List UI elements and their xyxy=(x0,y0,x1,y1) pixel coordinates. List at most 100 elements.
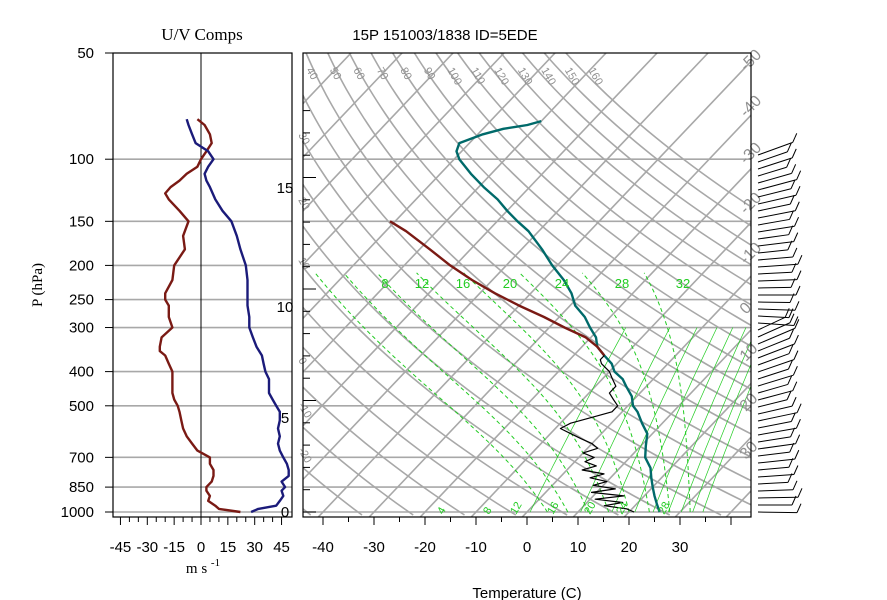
wind-barb-shaft xyxy=(757,436,791,443)
dry-adiabat-line xyxy=(348,53,751,413)
moist-adiabat-label: 28 xyxy=(656,500,673,517)
wind-barb-shaft xyxy=(757,279,797,282)
wind-barb-flag xyxy=(794,217,800,227)
mixing-ratio-line xyxy=(692,363,751,513)
moist-adiabat-line xyxy=(314,272,548,513)
theta-label: 130 xyxy=(515,66,535,88)
isotherm-line xyxy=(303,53,403,159)
theta-label: 60 xyxy=(350,66,367,83)
height-label: 5 xyxy=(281,410,289,427)
wind-barb-flag xyxy=(789,293,795,303)
wind-barb-flag xyxy=(793,316,799,326)
temperature-x-tick-label: 30 xyxy=(672,539,689,556)
wind-barb-shaft xyxy=(757,241,794,247)
wind-barb-flag xyxy=(793,350,799,360)
mixing-ratio-line xyxy=(667,327,747,513)
dry-adiabat-line xyxy=(303,466,363,516)
dry-adiabat-line xyxy=(303,507,312,516)
moist-adiabat-line xyxy=(581,272,671,513)
wind-barb-flag xyxy=(794,201,800,211)
theta-label: 120 xyxy=(491,66,511,88)
theta-label: 160 xyxy=(585,66,605,88)
wind-barbs xyxy=(757,133,803,514)
uv-x-tick-label: 15 xyxy=(220,539,237,556)
uv-x-tick-label: 0 xyxy=(197,539,205,556)
mixing-ratio-label: 28 xyxy=(615,276,629,291)
dry-adiabat-line xyxy=(392,53,751,369)
dry-adiabat-line xyxy=(457,53,751,306)
height-label: 0 xyxy=(281,504,289,521)
wind-barb-flag xyxy=(789,194,795,205)
moist-adiabat-line xyxy=(376,272,589,513)
isotherm-line xyxy=(317,60,751,517)
wind-barb-shaft xyxy=(757,511,798,514)
wind-barb-shaft xyxy=(757,451,790,457)
dry-adiabat-line xyxy=(303,183,722,516)
theta-label: 100 xyxy=(444,66,464,88)
dry-adiabat-line xyxy=(370,53,751,391)
wind-barb-shaft xyxy=(757,179,797,191)
wind-barb-flag xyxy=(793,232,799,242)
wind-barb-shaft xyxy=(757,157,793,170)
wind-barb-shaft xyxy=(757,218,790,226)
wind-barb-shaft xyxy=(757,172,792,184)
isotherm-line xyxy=(368,113,751,517)
isotherm-line xyxy=(828,53,887,517)
dry-adiabat-line xyxy=(413,53,751,348)
temperature-x-axis-label: Temperature (C) xyxy=(472,585,581,600)
wind-barb-shaft xyxy=(757,203,791,212)
temperature-x-tick-label: 0 xyxy=(523,539,531,556)
wind-barb-shaft xyxy=(757,141,793,156)
dry-adiabat-line xyxy=(521,53,751,247)
theta-left-label: 30 xyxy=(295,131,312,148)
wind-barb-flag xyxy=(789,210,794,220)
uv-x-tick-label: 45 xyxy=(273,539,290,556)
wind-barb-shaft xyxy=(757,337,790,352)
wind-barb-shaft xyxy=(757,234,789,240)
pressure-tick-label: 250 xyxy=(69,292,94,309)
wind-barb-flag xyxy=(794,301,800,311)
theta-label: 70 xyxy=(374,66,391,83)
mixing-ratio-line xyxy=(680,340,751,513)
temperature-x-tick-label: -20 xyxy=(414,539,436,556)
wind-barb-shaft xyxy=(757,308,795,311)
wind-barb-flag xyxy=(789,442,795,453)
isotherm-line xyxy=(521,275,751,517)
mixing-ratio-line xyxy=(652,327,734,513)
wind-barb-flag xyxy=(792,247,798,258)
wind-barb-flag xyxy=(786,158,792,168)
uv-x-tick-label: 30 xyxy=(246,539,263,556)
isotherm-line xyxy=(303,53,709,481)
moist-adiabat-label: 16 xyxy=(545,500,562,517)
wind-barb-flag xyxy=(795,419,801,429)
wind-barb-shaft xyxy=(757,481,788,485)
moist-adiabat-label: 12 xyxy=(508,500,525,517)
wind-barb-flag xyxy=(796,170,802,180)
skewt-background-lines xyxy=(303,53,887,517)
wind-barb-flag xyxy=(796,403,802,413)
isotherm-line xyxy=(303,53,505,266)
wind-barb-shaft xyxy=(757,368,789,380)
wind-barb-flag xyxy=(791,396,797,407)
wind-barb-flag xyxy=(792,480,798,490)
wind-barb-flag xyxy=(792,381,798,391)
wind-barb-flag xyxy=(794,319,800,329)
mixing-ratio-line xyxy=(634,327,718,513)
dry-adiabat-line xyxy=(303,93,751,482)
wind-barb-flag xyxy=(793,334,799,345)
dry-adiabat-line xyxy=(303,224,671,516)
pressure-tick-label: 850 xyxy=(69,479,94,496)
wind-barb-shaft xyxy=(757,166,787,177)
wind-barb-shaft xyxy=(757,359,795,373)
wind-barb-flag xyxy=(788,308,794,318)
wind-barb-shaft xyxy=(757,286,792,289)
pressure-tick-label: 400 xyxy=(69,364,94,381)
wind-barb-shaft xyxy=(757,390,793,401)
wind-barb-flag xyxy=(790,179,796,189)
wind-barb-shaft xyxy=(757,427,797,436)
pressure-tick-label: 100 xyxy=(69,151,94,168)
uv-x-tick-label: -30 xyxy=(136,539,158,556)
dry-adiabat-line xyxy=(478,53,751,286)
wind-barb-flag xyxy=(792,133,798,143)
wind-barb-shaft xyxy=(757,322,794,327)
